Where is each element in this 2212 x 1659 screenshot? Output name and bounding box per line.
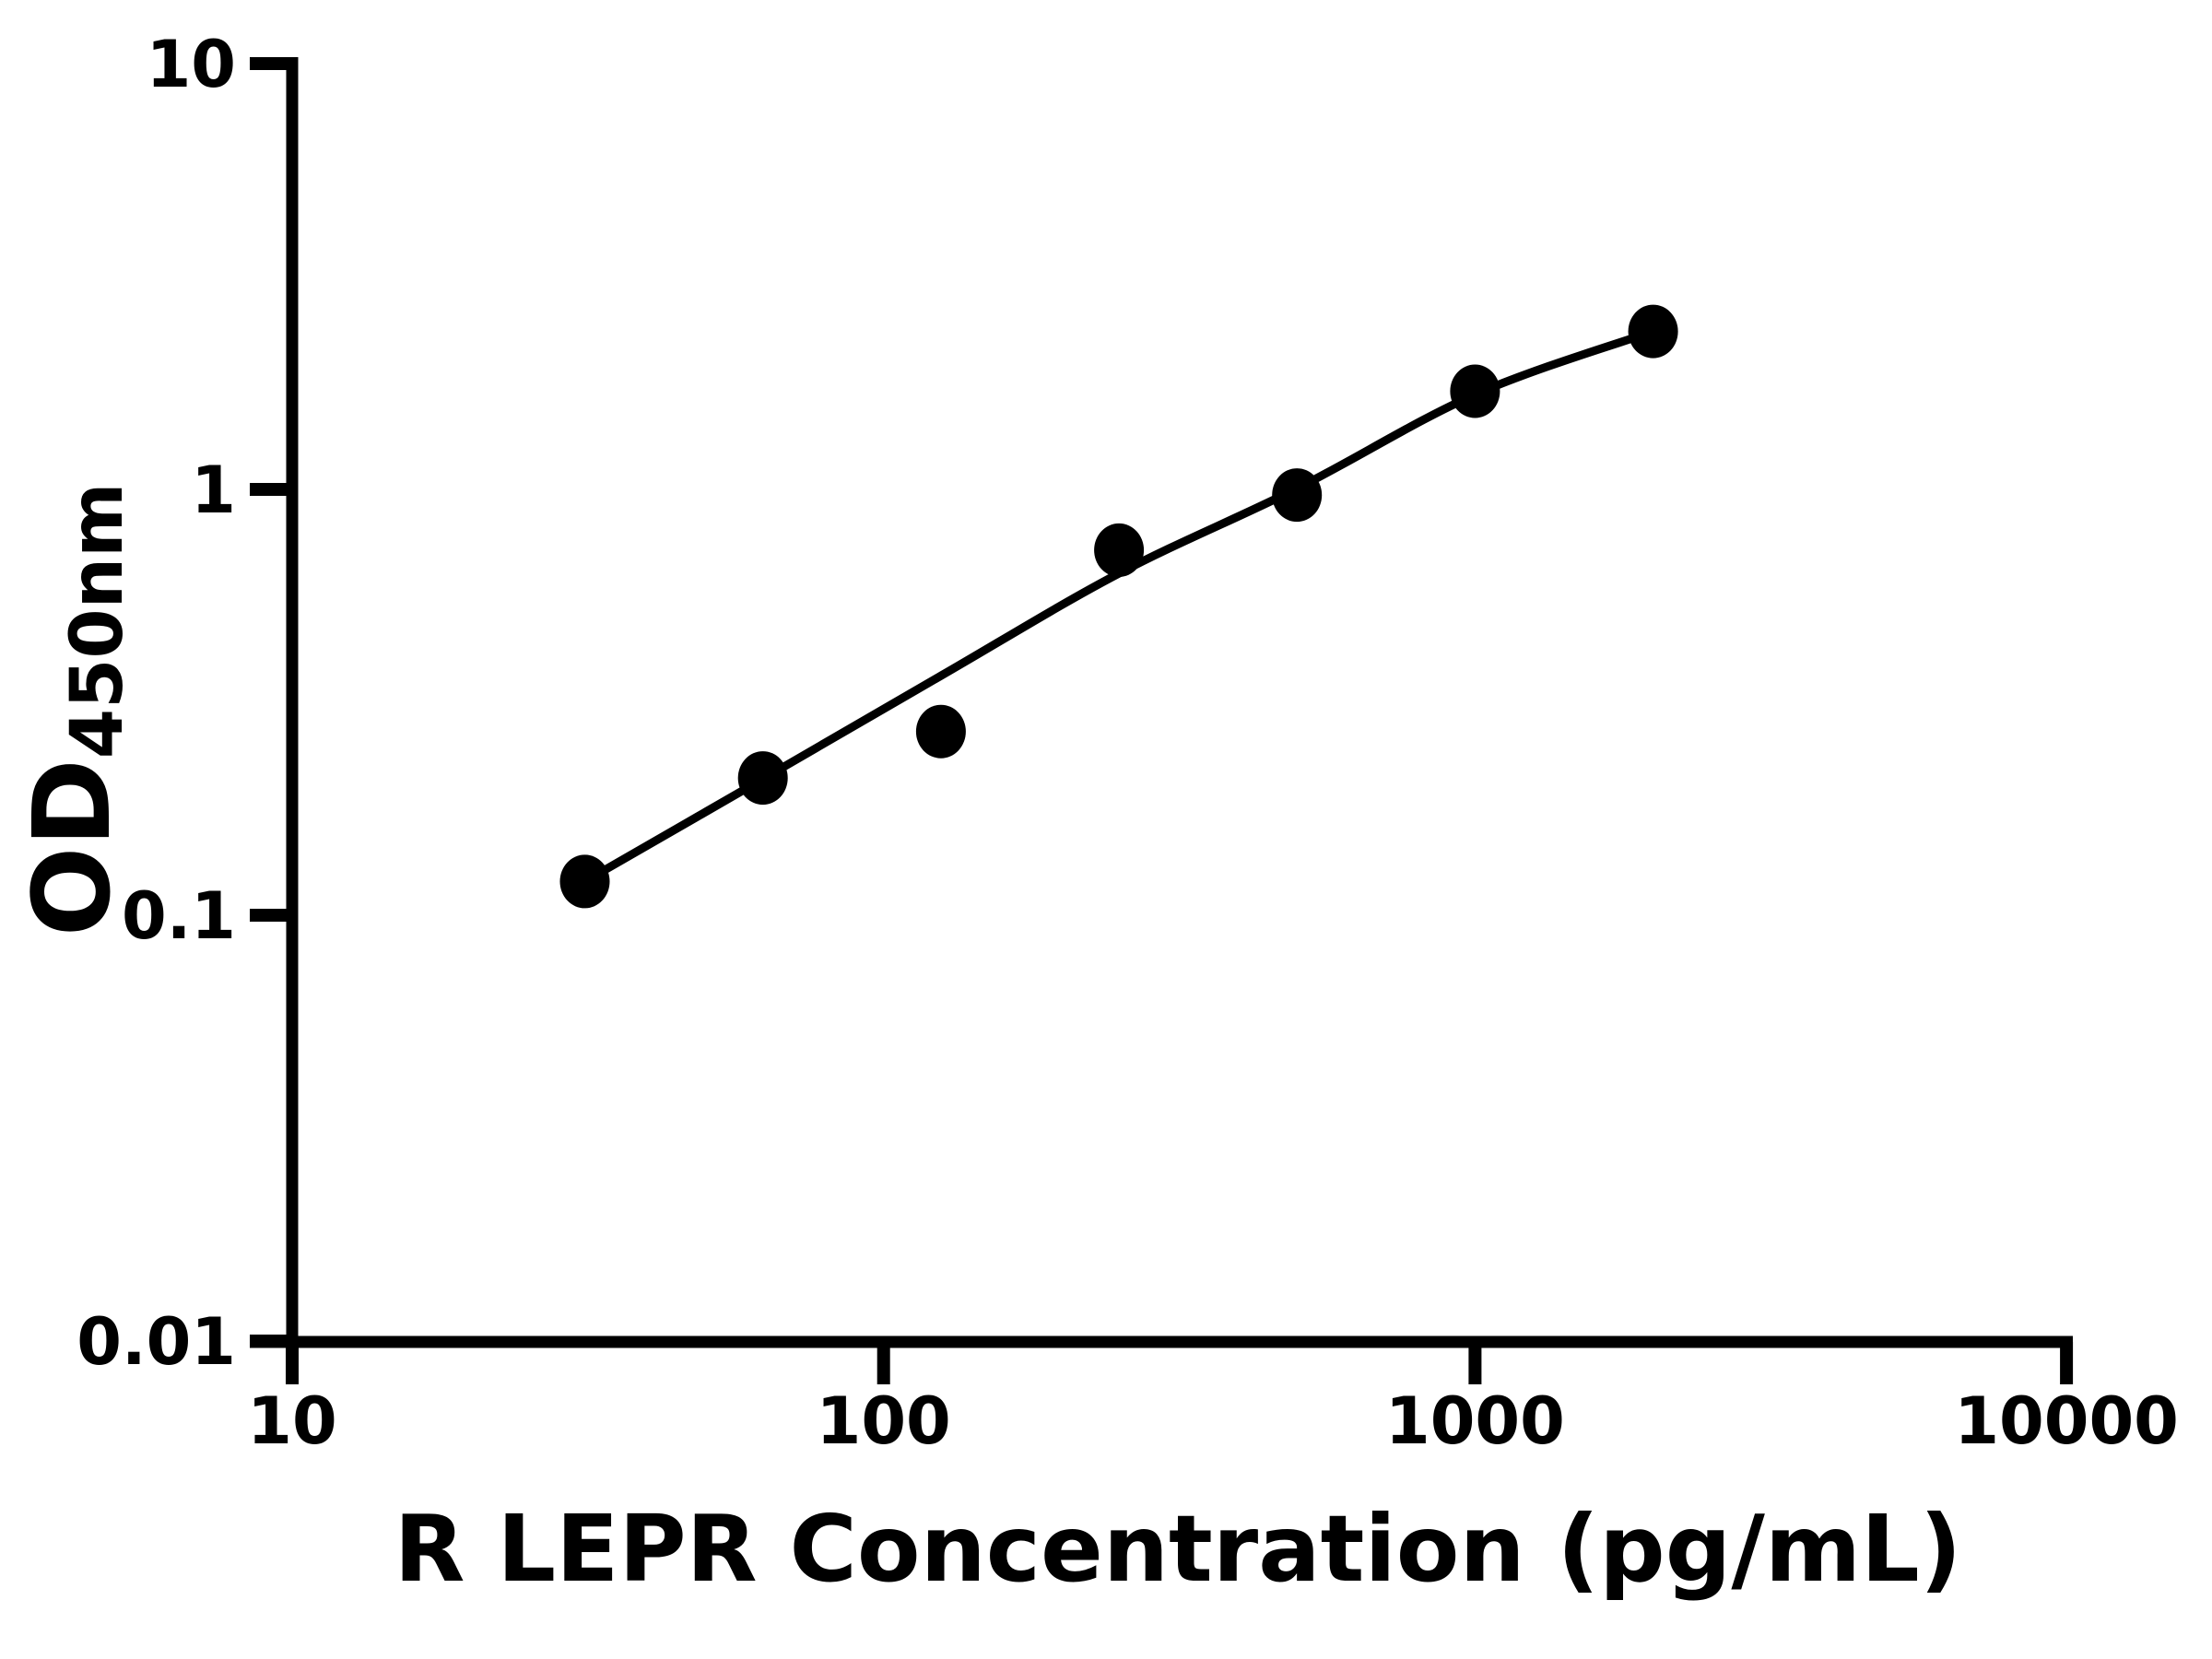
y-axis-title-main: OD — [11, 759, 135, 936]
y-tick — [250, 483, 292, 496]
y-tick-label: 10 — [147, 27, 236, 102]
x-tick — [286, 1342, 299, 1384]
y-tick — [250, 1335, 292, 1347]
data-point-marker — [915, 704, 966, 759]
y-axis-title: OD450nm — [11, 483, 139, 937]
y-tick-labels-group: 0.01 0.1 1 10 — [76, 27, 236, 1380]
y-axis-title-subscript: 450nm — [56, 483, 139, 759]
data-points-group — [559, 304, 1678, 909]
y-tick — [250, 57, 292, 70]
x-tick-label: 100 — [817, 1383, 951, 1459]
x-tick-labels-group: 10 100 1000 10000 — [247, 1383, 2179, 1459]
y-axis-line — [286, 57, 299, 1384]
x-tick-label: 1000 — [1385, 1383, 1565, 1459]
fit-curve-line — [581, 327, 1658, 886]
fit-curve-group — [581, 327, 1658, 886]
data-point-marker — [1094, 523, 1145, 577]
x-tick — [877, 1342, 890, 1384]
x-tick — [1468, 1342, 1482, 1384]
data-point-marker — [1450, 364, 1500, 418]
x-ticks-group — [286, 1342, 2074, 1384]
x-tick — [2060, 1342, 2074, 1384]
y-tick-label: 0.1 — [122, 878, 236, 954]
y-tick-label: 0.01 — [76, 1304, 236, 1380]
x-tick-label: 10000 — [1954, 1383, 2179, 1459]
data-point-marker — [1628, 304, 1678, 359]
y-tick-label: 1 — [191, 453, 236, 528]
data-point-marker — [737, 751, 788, 806]
data-point-marker — [1272, 468, 1323, 523]
y-ticks-group — [250, 57, 292, 1347]
x-axis-line — [250, 1335, 2073, 1348]
x-tick-label: 10 — [247, 1383, 336, 1459]
y-tick — [250, 909, 292, 922]
data-point-marker — [559, 854, 610, 909]
x-axis-title: R LEPR Concentration (pg/mL) — [394, 1495, 1962, 1603]
